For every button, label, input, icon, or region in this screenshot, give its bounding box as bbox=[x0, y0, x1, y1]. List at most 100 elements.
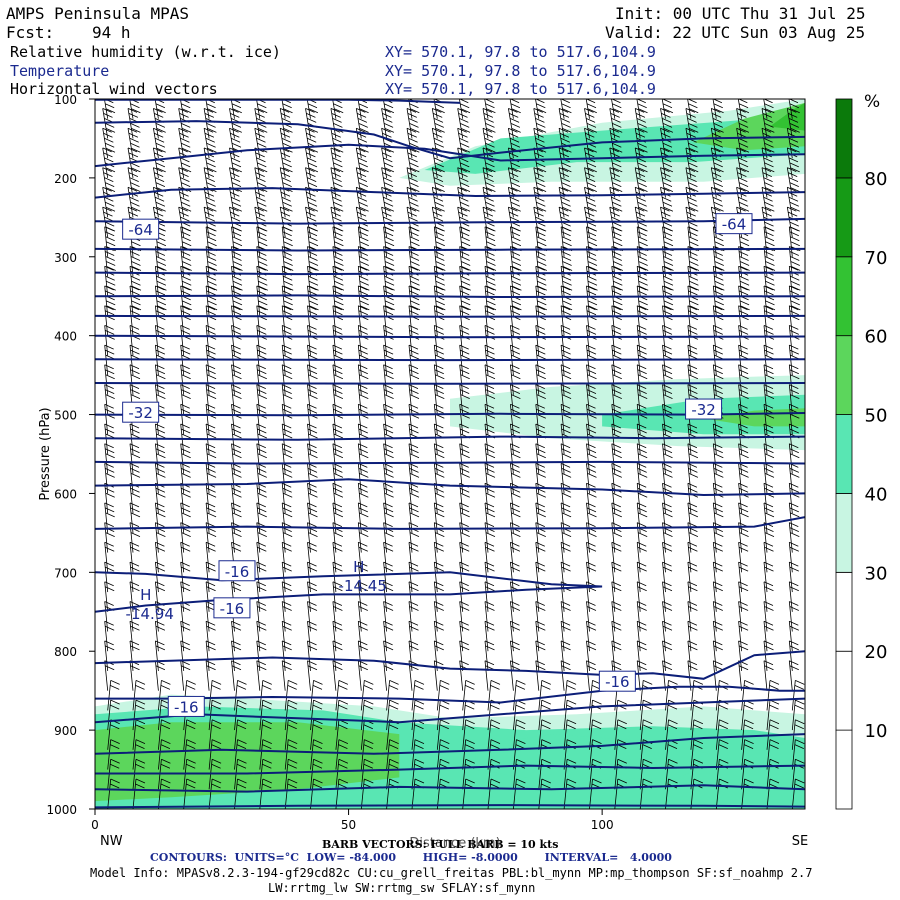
wind-barb bbox=[736, 127, 750, 159]
wind-barb bbox=[332, 581, 343, 612]
wind-barb bbox=[205, 443, 217, 474]
wind-barb bbox=[535, 423, 546, 455]
model-info: Model Info: MPASv8.2.3-194-gf29cd82c CU:… bbox=[90, 866, 813, 880]
wind-barb bbox=[457, 108, 471, 139]
wind-barb bbox=[715, 719, 729, 750]
wind-barb bbox=[611, 581, 622, 612]
wind-barb bbox=[586, 541, 597, 573]
x-tick-label: 100 bbox=[591, 818, 614, 832]
wind-barb bbox=[153, 167, 166, 198]
wind-barb bbox=[383, 640, 394, 671]
wind-barb bbox=[611, 541, 622, 573]
wind-barb bbox=[256, 561, 267, 593]
wind-barb bbox=[484, 463, 496, 494]
wind-barb bbox=[155, 640, 166, 671]
wind-barb bbox=[256, 226, 268, 257]
wind-barb bbox=[457, 186, 471, 218]
wind-barb bbox=[256, 403, 267, 435]
isotherm-line bbox=[95, 334, 805, 339]
wind-barb bbox=[433, 443, 445, 474]
wind-barb bbox=[357, 640, 368, 671]
wind-barb bbox=[484, 384, 496, 415]
wind-barb bbox=[360, 758, 374, 790]
wind-barb bbox=[510, 246, 522, 277]
wind-barb bbox=[662, 660, 673, 691]
wind-barb bbox=[484, 423, 496, 455]
wind-barb bbox=[535, 640, 546, 671]
wind-barb bbox=[535, 325, 546, 356]
wind-barb bbox=[611, 305, 622, 336]
wind-barb bbox=[533, 186, 547, 218]
wind-barb bbox=[153, 108, 166, 139]
wind-barb bbox=[129, 364, 141, 395]
y-tick-label: 900 bbox=[54, 724, 77, 738]
wind-barb bbox=[712, 423, 724, 455]
wind-barb bbox=[383, 601, 394, 632]
wind-barb bbox=[307, 364, 318, 395]
wind-barb bbox=[636, 482, 648, 514]
wind-barb bbox=[687, 541, 698, 573]
wind-barb bbox=[687, 325, 699, 356]
wind-barb bbox=[457, 127, 471, 159]
wind-barb bbox=[763, 463, 775, 494]
wind-barb bbox=[636, 522, 648, 553]
wind-barb bbox=[738, 285, 750, 316]
wind-barb bbox=[738, 581, 749, 612]
wind-barb bbox=[383, 364, 394, 395]
wind-barb bbox=[406, 147, 420, 178]
wind-barb bbox=[357, 620, 368, 652]
wind-barb bbox=[535, 660, 546, 691]
wind-barb bbox=[484, 226, 497, 257]
wind-barb bbox=[231, 522, 242, 553]
wind-barb bbox=[411, 699, 425, 731]
wind-barb bbox=[763, 581, 774, 612]
wind-barb bbox=[408, 660, 419, 691]
wind-barb bbox=[662, 601, 673, 632]
wind-barb bbox=[155, 443, 166, 474]
wind-barb bbox=[763, 423, 775, 455]
wind-barb bbox=[408, 522, 420, 553]
cross-section-chart: -64 -64-32 -32-16-16-16-16H-14.94H-14.45 1… bbox=[38, 92, 887, 851]
wind-barb bbox=[357, 305, 369, 336]
wind-barb bbox=[487, 680, 501, 711]
high-value: -14.94 bbox=[126, 605, 174, 623]
wind-barb bbox=[180, 502, 191, 533]
wind-barb bbox=[205, 226, 218, 257]
contour-label-box bbox=[715, 213, 753, 235]
wind-barb bbox=[690, 719, 704, 750]
field-rh-xy: XY= 570.1, 97.8 to 517.6,104.9 bbox=[385, 43, 656, 61]
wind-barb bbox=[256, 246, 268, 277]
wind-barb bbox=[788, 305, 800, 336]
wind-barb bbox=[335, 758, 349, 790]
wind-barb bbox=[357, 463, 369, 494]
wind-barb bbox=[307, 463, 318, 494]
wind-barb bbox=[153, 127, 166, 159]
wind-barb bbox=[183, 719, 196, 750]
wind-barb bbox=[406, 167, 420, 198]
wind-barb bbox=[129, 640, 140, 671]
wind-barb bbox=[357, 364, 369, 395]
wind-barb bbox=[281, 620, 292, 652]
wind-barb bbox=[586, 403, 597, 435]
wind-barb bbox=[662, 561, 673, 593]
wind-barb bbox=[685, 167, 699, 198]
wind-barb bbox=[129, 620, 140, 652]
wind-barb bbox=[180, 581, 191, 612]
wind-barb bbox=[433, 522, 445, 553]
wind-barb bbox=[687, 522, 699, 553]
wind-barb bbox=[584, 108, 597, 139]
wind-barb bbox=[662, 325, 673, 356]
wind-barb bbox=[763, 305, 775, 336]
wind-barb bbox=[256, 620, 267, 652]
wind-barb bbox=[433, 640, 444, 671]
wind-barb bbox=[357, 601, 368, 632]
wind-barb bbox=[660, 147, 674, 178]
wind-barb bbox=[712, 561, 723, 593]
wind-barb bbox=[611, 364, 622, 395]
wind-barb bbox=[763, 403, 775, 435]
wind-barb bbox=[386, 758, 399, 790]
wind-barb bbox=[307, 640, 318, 671]
colorbar: 10 20 30 40 50 60 70 80 bbox=[835, 98, 887, 810]
wind-barb bbox=[355, 108, 369, 139]
wind-barb bbox=[609, 127, 623, 159]
